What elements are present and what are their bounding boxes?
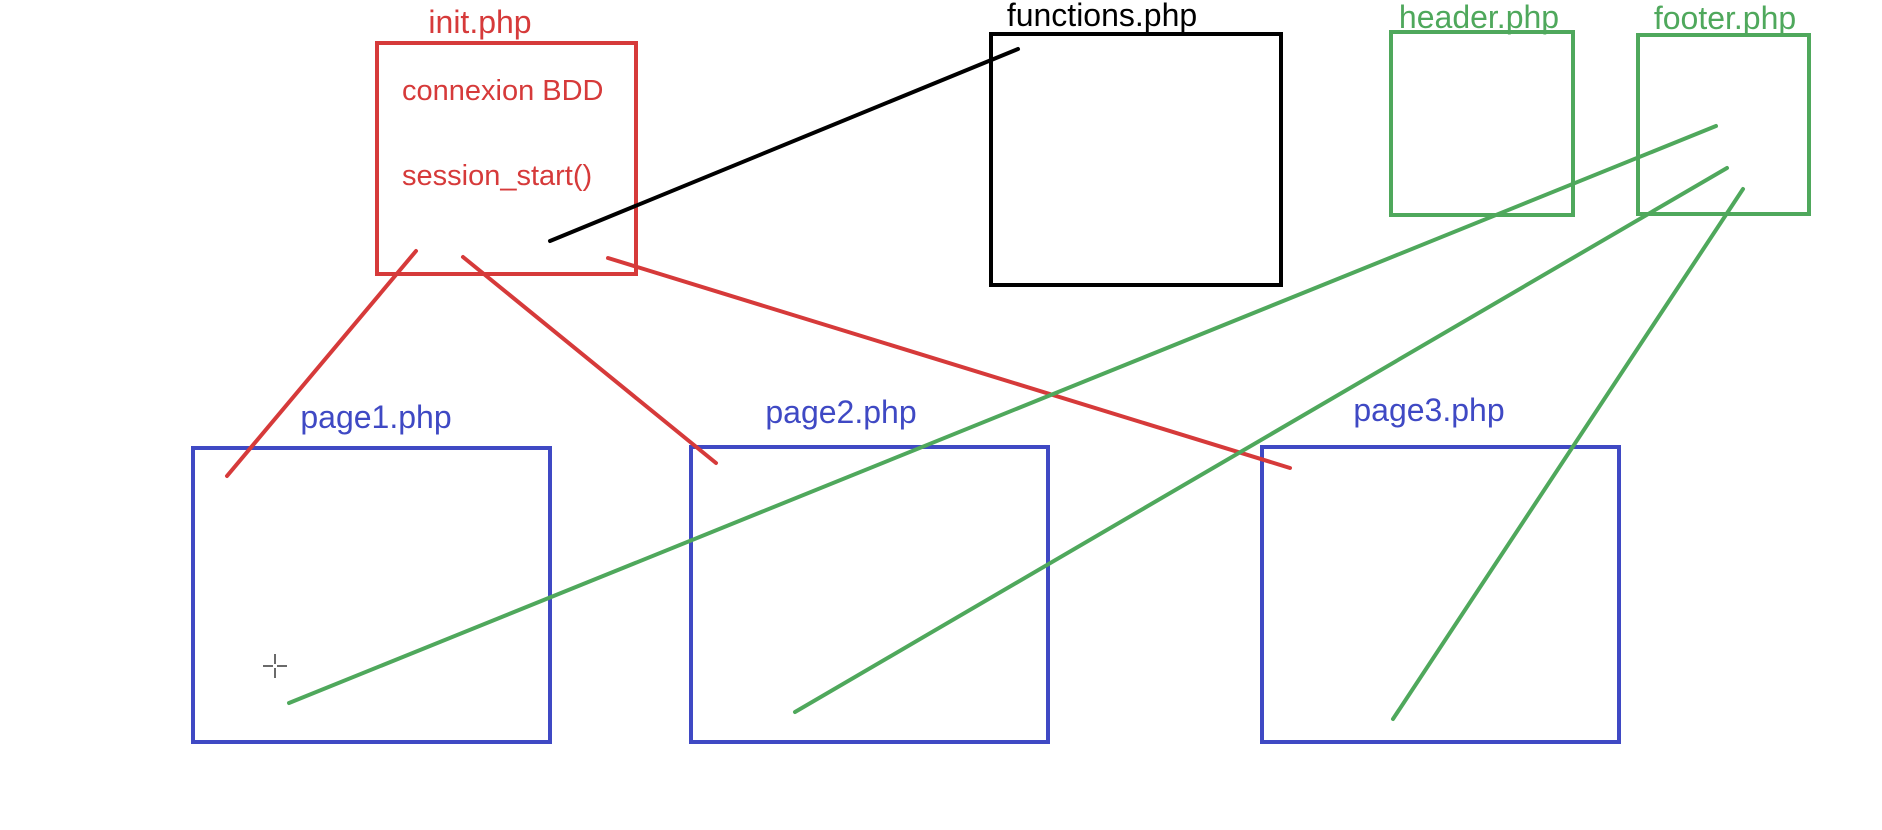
init-php-line-session: session_start() (402, 160, 592, 192)
connector-footer-page1 (287, 124, 1718, 705)
connector-init-page1 (225, 249, 418, 478)
page2-php-label: page2.php (765, 394, 916, 430)
footer-php-label: footer.php (1654, 0, 1796, 36)
page2-php-box (689, 445, 1050, 744)
init-php-line-connexion: connexion BDD (402, 75, 604, 107)
connector-init-page3 (606, 256, 1292, 470)
crosshair-cursor-icon (263, 654, 287, 678)
init-php-node: init.php connexion BDD session_start() (375, 4, 638, 276)
functions-php-label: functions.php (1007, 0, 1197, 33)
connector-footer-page3 (1391, 187, 1745, 721)
functions-php-node: functions.php (989, 0, 1283, 287)
init-php-box (375, 41, 638, 276)
connector-init-page2 (461, 255, 718, 465)
footer-php-node: footer.php (1636, 0, 1811, 216)
page3-php-node: page3.php (1260, 392, 1621, 744)
page3-php-label: page3.php (1353, 392, 1504, 428)
page3-php-box (1260, 445, 1621, 744)
header-php-node: header.php (1389, 0, 1575, 217)
page2-php-node: page2.php (689, 394, 1050, 744)
header-php-box (1389, 30, 1575, 217)
page1-php-label: page1.php (300, 399, 451, 435)
init-php-label: init.php (428, 4, 531, 40)
header-php-label: header.php (1399, 0, 1559, 35)
page1-php-node: page1.php (191, 399, 552, 744)
functions-php-box (989, 32, 1283, 287)
page1-php-box (191, 446, 552, 744)
connector-init-functions (548, 47, 1020, 243)
connector-footer-page2 (793, 166, 1729, 714)
footer-php-box (1636, 33, 1811, 216)
